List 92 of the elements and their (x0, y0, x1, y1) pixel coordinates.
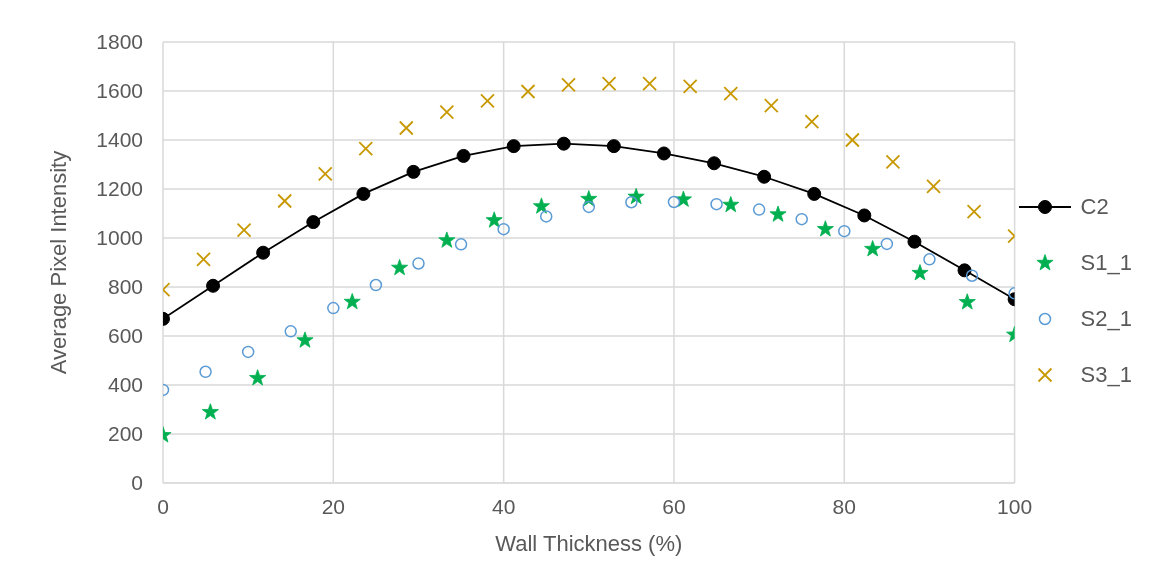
point (923, 253, 936, 266)
y-tick-label: 600 (107, 324, 143, 348)
x-tick-label: 0 (157, 494, 169, 518)
point (369, 278, 383, 292)
point (857, 208, 872, 223)
point (606, 139, 621, 154)
point (752, 203, 766, 216)
point (406, 164, 421, 179)
y-tick-label: 1000 (96, 226, 143, 250)
point (601, 76, 617, 92)
point (398, 120, 414, 136)
point (561, 77, 576, 93)
legend-label: S2_1 (1080, 305, 1132, 332)
point (625, 195, 638, 209)
point (656, 146, 671, 161)
point (926, 178, 941, 194)
point (880, 237, 894, 251)
point (958, 293, 976, 310)
point (864, 240, 882, 257)
legend-label: S1_1 (1080, 249, 1132, 276)
legend-label: S3_1 (1080, 361, 1132, 388)
point (284, 325, 297, 338)
point (454, 238, 468, 251)
x-axis-title: Wall Thickness (%) (495, 531, 683, 556)
y-tick-label: 800 (107, 275, 143, 299)
point (241, 345, 255, 359)
point (911, 264, 929, 281)
point (201, 403, 219, 420)
x-tick-label: 40 (491, 494, 516, 518)
point (317, 166, 333, 182)
point (627, 187, 645, 205)
point (582, 200, 596, 214)
point (957, 263, 972, 278)
point (277, 193, 293, 209)
point (456, 148, 471, 163)
point (807, 186, 822, 201)
point (539, 210, 553, 223)
point (723, 86, 739, 102)
point (757, 169, 772, 184)
point (356, 186, 371, 201)
point (885, 154, 901, 170)
point (795, 212, 808, 226)
y-tick-label: 0 (131, 471, 143, 495)
point (506, 139, 521, 154)
point (707, 156, 722, 171)
point (327, 301, 340, 315)
point (485, 211, 503, 228)
point (391, 258, 409, 276)
x-tick-label: 60 (662, 494, 686, 518)
point (966, 204, 982, 219)
point (480, 93, 495, 109)
y-tick-label: 1800 (96, 30, 143, 54)
y-tick-label: 200 (107, 422, 143, 446)
point (965, 269, 979, 282)
point (804, 114, 820, 130)
point (343, 293, 361, 310)
point (196, 251, 211, 267)
point (412, 257, 425, 270)
point (532, 197, 550, 214)
point (556, 136, 571, 151)
point (439, 104, 455, 120)
point (358, 141, 374, 156)
point (306, 215, 321, 230)
point (438, 231, 456, 248)
point (844, 132, 860, 148)
point (256, 245, 271, 260)
point (682, 78, 698, 94)
x-tick-label: 20 (321, 494, 345, 518)
point (769, 205, 787, 222)
point (249, 369, 267, 386)
point (199, 365, 212, 379)
point (520, 84, 536, 99)
legend-label: C2 (1080, 193, 1109, 220)
point (907, 234, 922, 249)
y-tick-label: 1600 (96, 79, 143, 103)
y-tick-label: 1400 (96, 128, 143, 152)
y-tick-label: 400 (107, 373, 143, 397)
x-tick-label: 100 (997, 494, 1033, 518)
y-tick-label: 1200 (96, 177, 143, 201)
point (497, 222, 510, 236)
point (296, 331, 314, 348)
point (816, 220, 834, 237)
point (667, 195, 681, 209)
point (710, 197, 723, 211)
point (763, 98, 779, 114)
point (236, 222, 252, 238)
point (206, 278, 221, 293)
x-tick-label: 80 (832, 494, 856, 518)
point (722, 196, 740, 213)
y-axis-title: Average Pixel Intensity (45, 150, 71, 375)
point (642, 76, 658, 92)
point (838, 224, 851, 238)
